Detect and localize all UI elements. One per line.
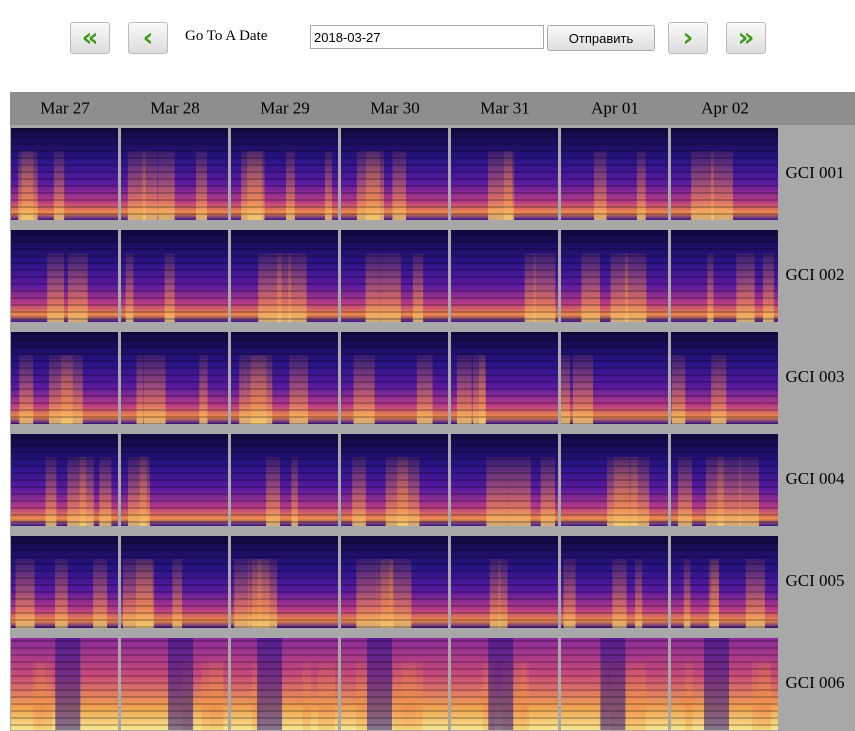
column-header: Mar 31 bbox=[480, 98, 530, 117]
spectrogram-bands bbox=[561, 638, 668, 730]
spectrogram-bands bbox=[341, 638, 448, 730]
spectrogram-bands bbox=[561, 332, 668, 424]
spectrogram-bands bbox=[451, 536, 558, 628]
spectrogram-bands bbox=[341, 434, 448, 526]
date-input[interactable] bbox=[310, 25, 544, 49]
spectrogram-bands bbox=[231, 128, 338, 220]
column-header: Mar 28 bbox=[150, 98, 200, 117]
spectrogram-grid: Mar 27 Mar 28 Mar 29 Mar 30 Mar 31 Apr 01 Apr … bbox=[10, 92, 855, 731]
column-header: Apr 01 bbox=[591, 98, 639, 117]
spectrogram-bands bbox=[121, 536, 228, 628]
spectrogram-bands bbox=[451, 638, 558, 730]
spectrogram-bands bbox=[341, 230, 448, 322]
spectrogram-bands bbox=[11, 434, 118, 526]
column-header: Mar 27 bbox=[40, 98, 90, 117]
spectrogram-bands bbox=[341, 536, 448, 628]
last-button[interactable]: » bbox=[726, 22, 766, 54]
spectrogram-bands bbox=[451, 230, 558, 322]
spectrogram-bands bbox=[11, 230, 118, 322]
first-button[interactable]: « bbox=[70, 22, 110, 54]
submit-button[interactable]: Отправить bbox=[547, 25, 655, 51]
next-button[interactable]: › bbox=[668, 22, 708, 54]
spectrogram-bands bbox=[121, 638, 228, 730]
spectrogram-bands bbox=[11, 332, 118, 424]
date-label: Go To A Date bbox=[185, 28, 268, 44]
spectrogram-bands bbox=[561, 230, 668, 322]
header-bar bbox=[10, 92, 855, 125]
spectrogram-bands bbox=[671, 332, 778, 424]
spectrogram-bands bbox=[671, 536, 778, 628]
row-label: GCI 005 bbox=[785, 571, 844, 590]
spectrogram-bands bbox=[121, 230, 228, 322]
spectrogram-bands bbox=[11, 536, 118, 628]
prev-button[interactable]: ‹ bbox=[128, 22, 168, 54]
row-label: GCI 006 bbox=[785, 673, 844, 692]
spectrogram-bands bbox=[671, 230, 778, 322]
spectrogram-bands bbox=[561, 128, 668, 220]
row-label: GCI 001 bbox=[785, 163, 844, 182]
spectrogram-bands bbox=[11, 128, 118, 220]
row-label: GCI 002 bbox=[785, 265, 844, 284]
spectrogram-bands bbox=[121, 332, 228, 424]
spectrogram-bands bbox=[451, 332, 558, 424]
spectrogram-bands bbox=[231, 638, 338, 730]
row-label: GCI 003 bbox=[785, 367, 844, 386]
spectrogram-bands bbox=[451, 434, 558, 526]
spectrogram-bands bbox=[671, 434, 778, 526]
spectrogram-bands bbox=[231, 434, 338, 526]
spectrogram-bands bbox=[451, 128, 558, 220]
spectrogram-bands bbox=[341, 332, 448, 424]
spectrogram-bands bbox=[11, 638, 118, 730]
row-label: GCI 004 bbox=[785, 469, 845, 488]
spectrogram-bands bbox=[121, 434, 228, 526]
spectrogram-bands bbox=[231, 536, 338, 628]
spectrogram-bands bbox=[341, 128, 448, 220]
spectrogram-bands bbox=[561, 434, 668, 526]
column-header: Apr 02 bbox=[701, 98, 749, 117]
column-header: Mar 30 bbox=[370, 98, 420, 117]
spectrogram-bands bbox=[121, 128, 228, 220]
spectrogram-bands bbox=[671, 128, 778, 220]
spectrogram-bands bbox=[231, 332, 338, 424]
spectrogram-bands bbox=[671, 638, 778, 730]
spectrogram-bands bbox=[561, 536, 668, 628]
spectrogram-bands bbox=[231, 230, 338, 322]
column-header: Mar 29 bbox=[260, 98, 310, 117]
